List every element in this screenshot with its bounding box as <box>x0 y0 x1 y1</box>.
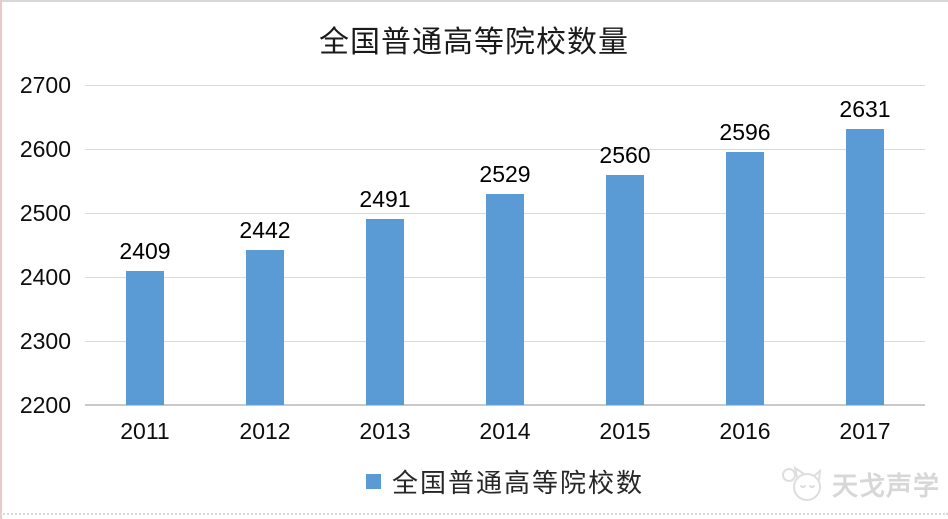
y-axis-tick-label: 2200 <box>19 392 71 418</box>
y-axis-tick-label: 2400 <box>19 264 71 290</box>
watermark-text: 天戈声学 <box>831 471 940 501</box>
bar-value-label: 2442 <box>239 217 291 244</box>
gridline <box>85 149 925 150</box>
y-axis-tick-label: 2600 <box>19 136 71 162</box>
legend: 全国普通高等院校数 <box>85 467 925 498</box>
bar <box>726 151 764 405</box>
y-axis-tick-label: 2500 <box>19 200 71 226</box>
x-axis-tick-label: 2013 <box>359 418 411 444</box>
cat-mascot-icon <box>781 465 822 501</box>
x-axis-tick-label: 2016 <box>719 418 771 444</box>
bar <box>246 250 284 405</box>
bar-value-label: 2529 <box>479 161 531 188</box>
plot-area: 2200 2300 2400 2500 2600 2700 2409 2011 2442 2012… <box>20 72 925 444</box>
bottom-dotted-rule <box>0 513 948 515</box>
bar-value-label: 2631 <box>839 96 891 123</box>
x-axis-tick-label: 2015 <box>599 418 651 444</box>
x-axis-tick-label: 2014 <box>479 418 531 444</box>
watermark: 天戈声学 <box>780 463 940 505</box>
bar <box>486 194 524 405</box>
bar-value-label: 2491 <box>359 185 411 212</box>
gridline <box>85 85 925 86</box>
bar-value-label: 2596 <box>719 118 771 145</box>
legend-label: 全国普通高等院校数 <box>391 468 644 498</box>
bar-value-label: 2560 <box>599 141 651 168</box>
bar <box>846 129 884 405</box>
chart-title: 全国普通高等院校数量 <box>319 26 629 59</box>
legend-swatch-icon <box>365 473 381 489</box>
bar <box>366 218 404 405</box>
left-edge-line <box>0 0 2 519</box>
x-axis-line <box>85 404 925 406</box>
x-axis-tick-label: 2017 <box>839 418 891 444</box>
x-axis-tick-label: 2011 <box>120 418 170 444</box>
x-axis-tick-label: 2012 <box>239 418 291 444</box>
bar <box>606 174 644 405</box>
top-border-line <box>0 0 948 2</box>
y-axis-tick-label: 2300 <box>19 328 71 354</box>
bar <box>126 271 164 405</box>
bar-value-label: 2409 <box>119 238 171 265</box>
y-axis-tick-label: 2700 <box>19 72 71 98</box>
